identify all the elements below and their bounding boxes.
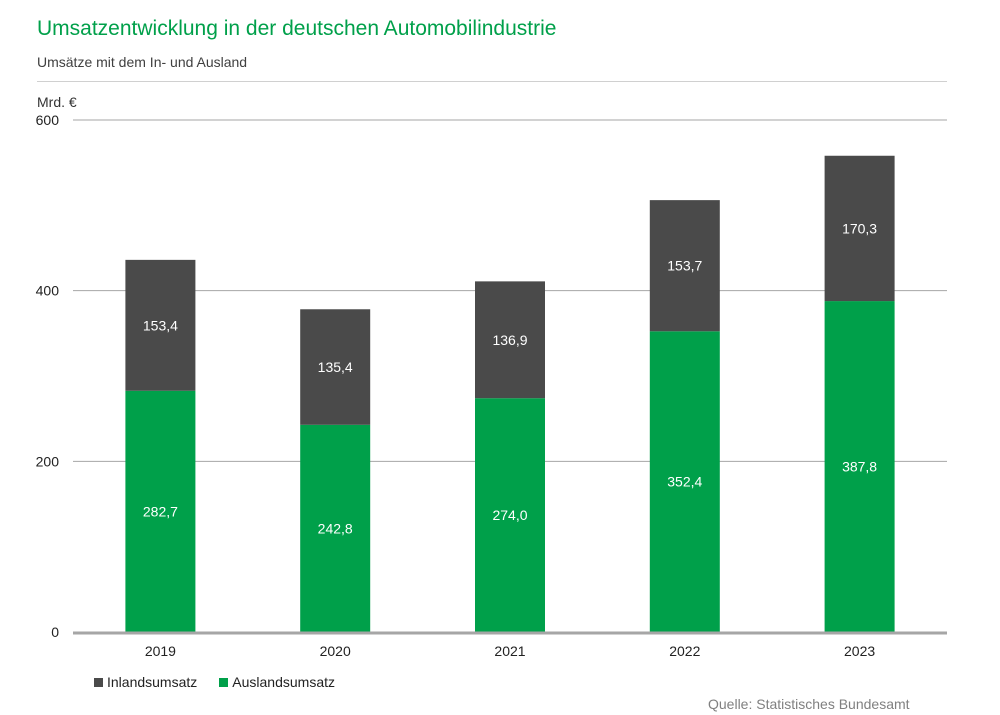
data-label-auslandsumsatz: 282,7 bbox=[143, 503, 178, 519]
y-axis-unit-label: Mrd. € bbox=[37, 94, 77, 110]
legend: Inlandsumsatz Auslandsumsatz bbox=[94, 674, 335, 690]
bar-auslandsumsatz bbox=[824, 301, 895, 632]
legend-item-inland: Inlandsumsatz bbox=[94, 674, 197, 690]
x-tick-label: 2021 bbox=[494, 643, 525, 659]
data-label-auslandsumsatz: 387,8 bbox=[842, 459, 877, 475]
y-tick-label: 600 bbox=[36, 112, 60, 128]
data-label-auslandsumsatz: 352,4 bbox=[667, 474, 702, 490]
chart-subtitle: Umsätze mit dem In- und Ausland bbox=[37, 54, 248, 70]
data-label-inlandsumsatz: 136,9 bbox=[492, 332, 527, 348]
y-tick-label: 200 bbox=[36, 453, 60, 469]
data-label-inlandsumsatz: 153,7 bbox=[667, 258, 702, 274]
bar-auslandsumsatz bbox=[125, 390, 196, 632]
x-tick-label: 2020 bbox=[320, 643, 351, 659]
x-tick-label: 2023 bbox=[844, 643, 875, 659]
x-tick-label: 2022 bbox=[669, 643, 700, 659]
legend-item-ausland: Auslandsumsatz bbox=[219, 674, 335, 690]
data-label-inlandsumsatz: 135,4 bbox=[318, 359, 353, 375]
legend-label-ausland: Auslandsumsatz bbox=[232, 674, 335, 690]
bar-auslandsumsatz bbox=[475, 398, 545, 632]
data-label-inlandsumsatz: 170,3 bbox=[842, 220, 877, 236]
y-tick-label: 0 bbox=[51, 624, 59, 640]
bar-inlandsumsatz bbox=[300, 309, 371, 425]
legend-swatch-inland bbox=[94, 677, 103, 687]
legend-swatch-ausland bbox=[219, 677, 229, 687]
data-label-auslandsumsatz: 274,0 bbox=[492, 507, 527, 523]
data-label-inlandsumsatz: 153,4 bbox=[143, 317, 178, 333]
bar-inlandsumsatz bbox=[649, 200, 720, 332]
chart-title: Umsatzentwicklung in der deutschen Autom… bbox=[37, 17, 557, 40]
header-divider bbox=[37, 81, 947, 82]
bar-inlandsumsatz bbox=[125, 259, 196, 391]
bar-inlandsumsatz bbox=[475, 281, 545, 399]
x-tick-label: 2019 bbox=[145, 643, 176, 659]
y-tick-label: 400 bbox=[36, 283, 60, 299]
bar-inlandsumsatz bbox=[824, 155, 895, 302]
legend-label-inland: Inlandsumsatz bbox=[107, 674, 198, 690]
bar-auslandsumsatz bbox=[649, 331, 720, 632]
data-label-auslandsumsatz: 242,8 bbox=[318, 520, 353, 536]
bar-auslandsumsatz bbox=[300, 424, 371, 632]
source-note: Quelle: Statistisches Bundesamt bbox=[708, 696, 910, 712]
